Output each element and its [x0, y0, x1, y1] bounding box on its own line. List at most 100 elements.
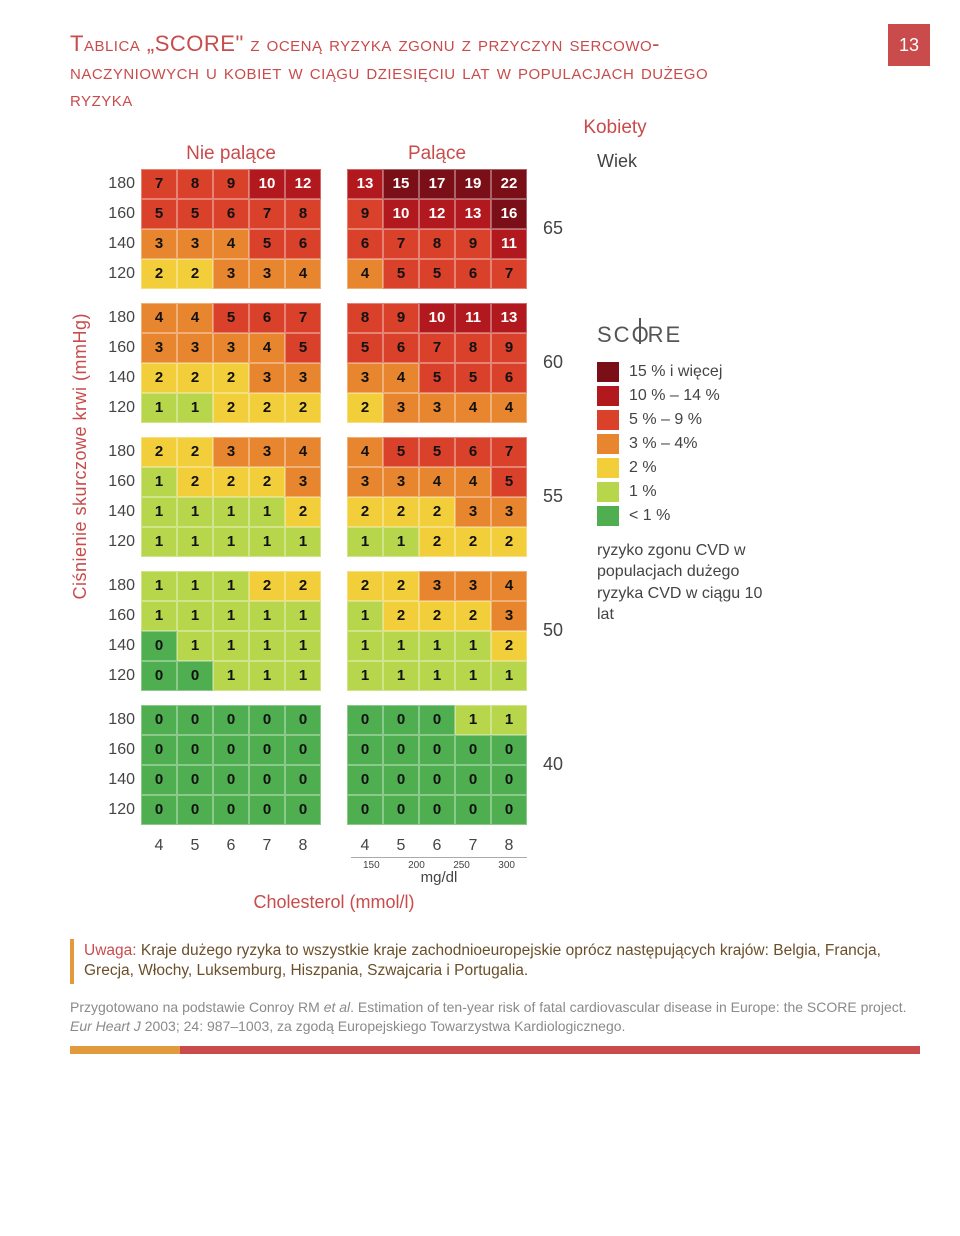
- bp-label: 120: [97, 259, 141, 289]
- risk-cell: 2: [419, 497, 455, 527]
- age-label: 60: [543, 352, 579, 373]
- risk-cell: 2: [285, 497, 321, 527]
- column-header-nonsmoker: Nie palące: [141, 143, 321, 165]
- cholesterol-tick: 5: [383, 837, 419, 855]
- risk-cell: 3: [285, 363, 321, 393]
- risk-cell: 0: [141, 705, 177, 735]
- risk-cell: 6: [347, 229, 383, 259]
- risk-cell: 11: [455, 303, 491, 333]
- note-prefix: Uwaga:: [84, 942, 137, 959]
- score-logo-cross: O: [632, 322, 648, 348]
- legend: Wiek SCORE 15 % i więcej10 % – 14 %5 % –…: [597, 181, 777, 626]
- risk-cell: 2: [213, 467, 249, 497]
- risk-cell: 10: [419, 303, 455, 333]
- risk-cell: 2: [491, 631, 527, 661]
- risk-cell: 0: [419, 795, 455, 825]
- risk-cell: 4: [455, 467, 491, 497]
- risk-cell: 3: [455, 571, 491, 601]
- risk-cell: 1: [491, 705, 527, 735]
- risk-cell: 0: [177, 795, 213, 825]
- risk-cell: 0: [285, 705, 321, 735]
- cholesterol-tick: 6: [419, 837, 455, 855]
- risk-cell: 1: [177, 527, 213, 557]
- bp-label: 180: [97, 169, 141, 199]
- risk-cell: 9: [347, 199, 383, 229]
- risk-cell: 0: [347, 735, 383, 765]
- risk-cell: 1: [383, 527, 419, 557]
- mgdl-tick: 200: [408, 860, 425, 871]
- risk-cell: 0: [347, 705, 383, 735]
- bp-label: 180: [97, 437, 141, 467]
- risk-cell: 5: [383, 437, 419, 467]
- risk-cell: 1: [213, 527, 249, 557]
- cholesterol-tick: 8: [491, 837, 527, 855]
- cholesterol-tick: 8: [285, 837, 321, 855]
- cholesterol-tick: 5: [177, 837, 213, 855]
- risk-cell: 3: [383, 467, 419, 497]
- risk-cell: 4: [419, 467, 455, 497]
- risk-cell: 4: [491, 571, 527, 601]
- risk-cell: 0: [141, 631, 177, 661]
- page-number-badge: 13: [888, 24, 930, 66]
- risk-cell: 10: [383, 199, 419, 229]
- citation-part: . Estimation of ten-year risk of fatal c…: [350, 999, 906, 1015]
- risk-cell: 0: [285, 735, 321, 765]
- risk-cell: 7: [491, 437, 527, 467]
- risk-cell: 0: [141, 735, 177, 765]
- risk-cell: 5: [213, 303, 249, 333]
- risk-cell: 2: [347, 497, 383, 527]
- risk-cell: 5: [347, 333, 383, 363]
- risk-cell: 1: [177, 631, 213, 661]
- cholesterol-ticks-nonsmoker: 45678: [141, 837, 321, 855]
- risk-cell: 7: [383, 229, 419, 259]
- grid-nonsmoker: 22334122231111211111: [141, 437, 321, 557]
- risk-cell: 7: [419, 333, 455, 363]
- risk-cell: 5: [455, 363, 491, 393]
- risk-cell: 0: [491, 735, 527, 765]
- bp-label: 160: [97, 735, 141, 765]
- risk-cell: 7: [141, 169, 177, 199]
- risk-cell: 4: [455, 393, 491, 423]
- risk-cell: 6: [491, 363, 527, 393]
- risk-cell: 6: [249, 303, 285, 333]
- risk-cell: 8: [285, 199, 321, 229]
- risk-cell: 1: [249, 497, 285, 527]
- risk-cell: 1: [347, 527, 383, 557]
- risk-cell: 0: [213, 735, 249, 765]
- risk-cell: 0: [177, 705, 213, 735]
- risk-cell: 8: [347, 303, 383, 333]
- risk-cell: 17: [419, 169, 455, 199]
- risk-cell: 6: [383, 333, 419, 363]
- risk-cell: 5: [491, 467, 527, 497]
- age-block-row: 1801601401207891012556783345622334131517…: [97, 169, 579, 289]
- y-axis: Ciśnienie skurczowe krwi (mmHg): [70, 313, 91, 600]
- risk-cell: 0: [455, 765, 491, 795]
- legend-swatch: [597, 410, 619, 430]
- cholesterol-tick: 4: [347, 837, 383, 855]
- risk-cell: 6: [285, 229, 321, 259]
- score-logo-right: RE: [648, 322, 683, 347]
- risk-cell: 1: [491, 661, 527, 691]
- age-block-row: 1801601401202233412223111121111145567334…: [97, 437, 579, 557]
- grid-nonsmoker: 11122111110111100111: [141, 571, 321, 691]
- grid-smoker: 131517192291012131667891145567: [347, 169, 527, 289]
- legend-label: < 1 %: [629, 507, 670, 525]
- risk-cell: 1: [347, 601, 383, 631]
- risk-cell: 1: [285, 527, 321, 557]
- risk-cell: 0: [177, 735, 213, 765]
- bp-labels: 180160140120: [97, 169, 141, 289]
- risk-cell: 13: [491, 303, 527, 333]
- mgdl-tick: 300: [498, 860, 515, 871]
- risk-cell: 2: [419, 601, 455, 631]
- risk-cell: 1: [177, 497, 213, 527]
- risk-cell: 3: [455, 497, 491, 527]
- risk-cell: 9: [213, 169, 249, 199]
- bp-label: 160: [97, 199, 141, 229]
- risk-cell: 0: [141, 765, 177, 795]
- risk-cell: 0: [141, 795, 177, 825]
- legend-item: 3 % – 4%: [597, 434, 777, 454]
- risk-cell: 1: [455, 705, 491, 735]
- risk-cell: 19: [455, 169, 491, 199]
- legend-label: 3 % – 4%: [629, 435, 697, 453]
- risk-cell: 1: [213, 497, 249, 527]
